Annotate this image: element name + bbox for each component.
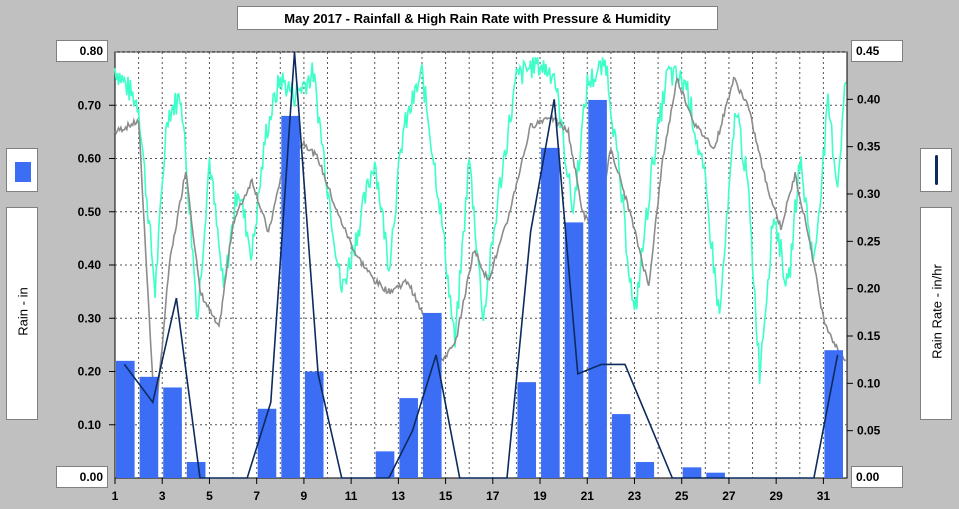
rain-rate-legend	[920, 148, 952, 192]
left-tick-label: 0.50	[78, 205, 102, 219]
x-tick-label: 25	[675, 489, 689, 503]
x-tick-label: 19	[533, 489, 547, 503]
x-tick-label: 13	[392, 489, 406, 503]
rainfall-legend	[6, 148, 38, 192]
left-tick-label: 0.20	[78, 365, 102, 379]
rainfall-bar	[257, 408, 277, 478]
rainfall-bar	[541, 147, 560, 478]
right-tick-label: 0.05	[857, 424, 881, 438]
right-tick-label: 0.30	[857, 187, 881, 201]
right-tick-label: 0.10	[857, 376, 881, 390]
x-tick-label: 23	[628, 489, 642, 503]
rainfall-bar	[186, 462, 206, 478]
right-tick-label: 0.35	[857, 140, 881, 154]
x-tick-label: 17	[486, 489, 500, 503]
rainfall-bar	[635, 462, 655, 478]
right-tick-label: 0.25	[857, 234, 881, 248]
left-tick-label: 0.40	[78, 258, 102, 272]
right-axis-label-box: Rain Rate - in/hr	[920, 207, 952, 420]
rainfall-bar	[422, 312, 442, 478]
rainfall-bar	[824, 350, 843, 478]
rainfall-bar	[304, 371, 324, 478]
rainfall-swatch-icon	[15, 162, 31, 182]
rainfall-bar	[564, 222, 584, 478]
rainfall-bar	[517, 382, 537, 478]
rainfall-bar	[116, 360, 135, 478]
x-tick-label: 9	[301, 489, 308, 503]
x-tick-label: 31	[817, 489, 831, 503]
left-axis-label-box: Rain - in	[6, 207, 38, 420]
x-tick-label: 1	[112, 489, 119, 503]
humidity-line	[114, 57, 847, 385]
rain-rate-line	[123, 51, 839, 479]
x-tick-label: 21	[581, 489, 595, 503]
right-top-value: 0.45	[851, 40, 903, 62]
rainfall-bar	[375, 451, 395, 478]
rainfall-bar	[163, 387, 182, 478]
left-tick-label: 0.30	[78, 311, 102, 325]
right-tick-label: 0.15	[857, 329, 881, 343]
right-tick-label: 0.20	[857, 282, 881, 296]
x-tick-label: 11	[345, 489, 358, 503]
x-tick-label: 27	[722, 489, 736, 503]
rain-rate-line-icon	[935, 155, 938, 185]
left-top-value: 0.80	[56, 40, 108, 62]
left-tick-label: 0.10	[78, 418, 102, 432]
left-zero-value: 0.00	[56, 466, 108, 488]
rainfall-bar	[706, 472, 725, 478]
left-tick-label: 0.60	[78, 152, 102, 166]
pressure-line	[114, 76, 847, 427]
x-tick-label: 3	[159, 489, 166, 503]
x-tick-label: 15	[439, 489, 453, 503]
right-tick-label: 0.40	[857, 92, 881, 106]
x-tick-label: 29	[769, 489, 783, 503]
rainfall-bar	[588, 99, 607, 479]
rainfall-bar	[682, 467, 702, 478]
rainfall-bar	[611, 414, 631, 478]
chart-title: May 2017 - Rainfall & High Rain Rate wit…	[237, 6, 718, 30]
x-tick-label: 7	[253, 489, 260, 503]
x-tick-label: 5	[206, 489, 213, 503]
rainfall-bar	[281, 115, 300, 479]
left-tick-label: 0.70	[78, 98, 102, 112]
right-zero-value: 0.00	[851, 466, 903, 488]
